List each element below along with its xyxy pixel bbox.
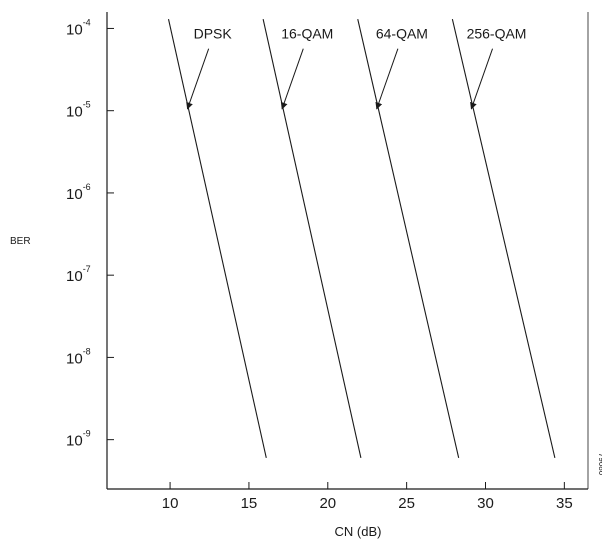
- series-label-dpsk: DPSK: [194, 26, 233, 42]
- series-arrow-64-qam: [375, 48, 399, 110]
- series-line-64-qam: [357, 18, 460, 459]
- x-ticks: 10 15 20 25 30 35: [162, 482, 573, 512]
- series-lines: [167, 18, 556, 459]
- x-tick-label-25: 25: [398, 495, 415, 512]
- series-labels: DPSK 16-QAM 64-QAM 256-QAM: [186, 26, 527, 110]
- y-tick-label--5: 10-5: [66, 100, 91, 121]
- y-ticks: 10-4 10-5 10-6 10-7 10-8 10-9: [66, 17, 114, 450]
- series-line-dpsk: [167, 18, 267, 459]
- series-label-256-qam: 256-QAM: [467, 26, 527, 42]
- series-label-16-qam: 16-QAM: [281, 26, 333, 42]
- series-arrow-dpsk: [186, 48, 210, 110]
- y-axis-label: BER: [10, 236, 31, 247]
- y-tick-label--8: 10-8: [66, 346, 91, 367]
- x-tick-label-30: 30: [477, 495, 494, 512]
- y-tick-label--9: 10-9: [66, 429, 91, 450]
- series-arrow-16-qam: [280, 48, 304, 110]
- x-tick-label-35: 35: [556, 495, 573, 512]
- series-line-16-qam: [262, 18, 362, 459]
- figure-id: 79686: [597, 453, 602, 476]
- series-label-64-qam: 64-QAM: [376, 26, 428, 42]
- x-tick-label-10: 10: [162, 495, 179, 512]
- y-tick-label--6: 10-6: [66, 182, 91, 203]
- x-tick-label-15: 15: [241, 495, 258, 512]
- y-tick-label--7: 10-7: [66, 264, 91, 285]
- series-line-256-qam: [451, 18, 556, 459]
- series-arrow-256-qam: [470, 48, 494, 110]
- y-tick-label--4: 10-4: [66, 17, 91, 38]
- axes: [106, 12, 589, 490]
- x-axis-label: CN (dB): [335, 524, 382, 539]
- x-tick-label-20: 20: [319, 495, 336, 512]
